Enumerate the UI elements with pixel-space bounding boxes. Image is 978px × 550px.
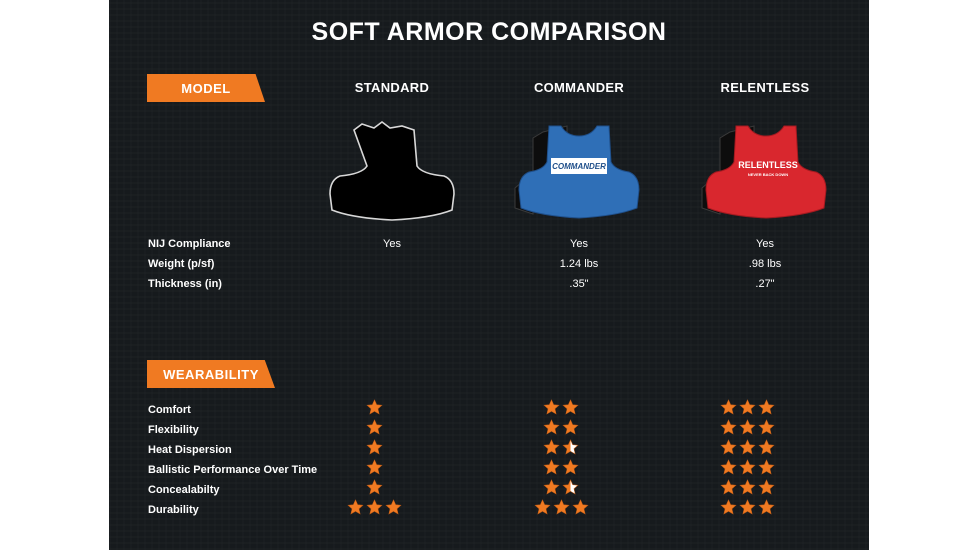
- star-rating-standard: [284, 399, 464, 415]
- rating-label-comfort: Comfort: [148, 404, 191, 416]
- star-rating-commander: [471, 419, 651, 435]
- rating-label-ballistic-performance: Ballistic Performance Over Time: [148, 464, 318, 476]
- star-icon: [365, 439, 383, 455]
- vest-commander-image: COMMANDER: [514, 125, 640, 219]
- star-icon: [543, 399, 560, 415]
- star-icon: [757, 499, 775, 515]
- star-icon: [738, 399, 756, 415]
- vest-relentless-logo: RELENTLESS: [738, 160, 798, 170]
- star-icon: [757, 399, 775, 415]
- star-icon: [719, 439, 737, 455]
- star-icon: [738, 479, 756, 495]
- comparison-panel: SOFT ARMOR COMPARISON MODEL STANDARD COM…: [109, 0, 869, 550]
- spec-value: .98 lbs: [748, 258, 782, 270]
- section-tag-wearability: WEARABILITY: [147, 360, 275, 388]
- star-rating-relentless: [657, 479, 837, 495]
- star-rating-commander: [471, 439, 651, 455]
- star-icon: [562, 399, 579, 415]
- star-icon: [738, 499, 756, 515]
- star-icon: [719, 459, 737, 475]
- vest-standard-image: [329, 121, 455, 221]
- star-icon: [738, 459, 756, 475]
- star-icon: [571, 499, 589, 515]
- star-icon: [719, 499, 737, 515]
- star-icon: [719, 419, 737, 435]
- vest-relentless-tagline: NEVER BACK DOWN: [748, 172, 788, 177]
- star-rating-standard: [284, 419, 464, 435]
- spec-value: 1.24 lbs: [559, 258, 599, 270]
- vest-relentless-image: RELENTLESS NEVER BACK DOWN: [701, 125, 827, 219]
- section-tag-model: MODEL: [147, 74, 265, 102]
- star-icon: [757, 419, 775, 435]
- spec-value: .27": [755, 278, 775, 290]
- star-icon: [365, 459, 383, 475]
- star-icon: [552, 499, 570, 515]
- spec-value: Yes: [756, 238, 774, 250]
- star-rating-relentless: [657, 419, 837, 435]
- rating-label-concealability: Concealabilty: [148, 484, 220, 496]
- vest-commander-logo: COMMANDER: [552, 162, 606, 171]
- spec-label-thickness: Thickness (in): [148, 278, 222, 290]
- star-icon: [562, 459, 579, 475]
- star-icon: [384, 499, 402, 515]
- star-icon: [543, 459, 560, 475]
- star-icon: [719, 399, 737, 415]
- vest-standard-shape: [329, 121, 455, 221]
- star-rating-relentless: [657, 499, 837, 515]
- star-icon: [365, 419, 383, 435]
- spec-value: Yes: [570, 238, 588, 250]
- star-rating-standard: [284, 439, 464, 455]
- column-header-relentless: RELENTLESS: [720, 80, 810, 95]
- star-rating-commander: [471, 499, 651, 515]
- rating-label-durability: Durability: [148, 504, 199, 516]
- spec-value: Yes: [383, 238, 401, 250]
- star-icon: [365, 479, 383, 495]
- star-icon: [346, 499, 364, 515]
- star-icon: [562, 479, 579, 495]
- star-icon: [562, 439, 579, 455]
- rating-label-flexibility: Flexibility: [148, 424, 199, 436]
- spec-label-weight: Weight (p/sf): [148, 258, 215, 270]
- star-icon: [757, 479, 775, 495]
- star-rating-standard: [284, 479, 464, 495]
- star-icon: [365, 499, 383, 515]
- star-rating-relentless: [657, 459, 837, 475]
- star-rating-commander: [471, 399, 651, 415]
- star-icon: [543, 439, 560, 455]
- star-icon: [543, 479, 560, 495]
- star-icon: [719, 479, 737, 495]
- star-rating-standard: [284, 459, 464, 475]
- star-icon: [738, 439, 756, 455]
- star-icon: [757, 459, 775, 475]
- rating-label-heat-dispersion: Heat Dispersion: [148, 444, 232, 456]
- star-rating-commander: [471, 479, 651, 495]
- star-icon: [533, 499, 551, 515]
- column-header-commander: COMMANDER: [533, 80, 625, 95]
- spec-value: .35": [569, 278, 589, 290]
- page-title: SOFT ARMOR COMPARISON: [311, 18, 667, 46]
- star-icon: [562, 419, 579, 435]
- star-rating-commander: [471, 459, 651, 475]
- star-icon: [757, 439, 775, 455]
- column-header-standard: STANDARD: [354, 80, 430, 95]
- star-icon: [543, 419, 560, 435]
- star-rating-relentless: [657, 399, 837, 415]
- star-icon: [365, 399, 383, 415]
- spec-label-nij: NIJ Compliance: [148, 238, 231, 250]
- star-icon: [738, 419, 756, 435]
- star-rating-relentless: [657, 439, 837, 455]
- vest-relentless-shape: [705, 125, 827, 219]
- star-rating-standard: [284, 499, 464, 515]
